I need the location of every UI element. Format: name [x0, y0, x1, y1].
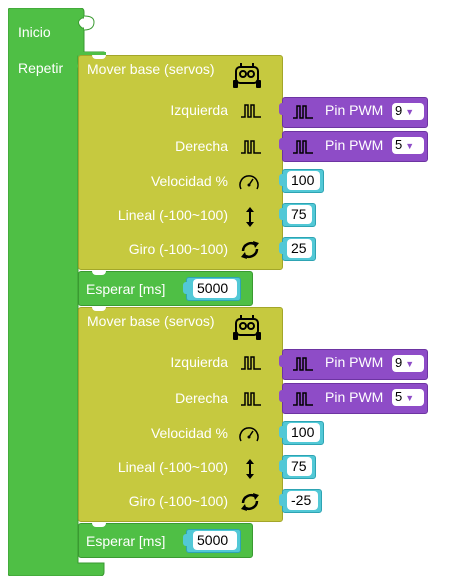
pwm-signal-icon — [240, 103, 262, 119]
pin-dropdown[interactable]: 5 ▼ — [392, 389, 424, 406]
connector-notch — [92, 307, 106, 311]
input-tab — [279, 103, 283, 115]
turn-label: Giro (-100~100) — [128, 241, 228, 257]
wait-input[interactable]: 5000 — [193, 279, 237, 298]
input-tab — [279, 138, 283, 150]
pin-pwm-label: Pin PWM — [325, 102, 384, 118]
input-tab — [279, 355, 283, 367]
speedometer-icon — [238, 172, 260, 194]
mover-base-title: Mover base (servos) — [87, 313, 215, 329]
linear-input[interactable]: 75 — [287, 457, 312, 476]
pwm-signal-icon — [240, 139, 262, 155]
speed-label: Velocidad % — [150, 425, 228, 441]
left-motor-label: Izquierda — [170, 354, 228, 370]
input-tab — [279, 390, 283, 402]
turn-label: Giro (-100~100) — [128, 493, 228, 509]
robot-icon — [232, 312, 262, 342]
pwm-signal-icon — [240, 391, 262, 407]
pin-value: 5 — [395, 389, 403, 404]
pin-value: 5 — [395, 137, 403, 152]
speedometer-icon — [238, 424, 260, 446]
pin-dropdown[interactable]: 5 ▼ — [392, 137, 424, 154]
connector-notch — [92, 55, 106, 59]
linear-label: Lineal (-100~100) — [117, 207, 228, 223]
pin-pwm-label: Pin PWM — [325, 137, 384, 153]
chevron-down-icon: ▼ — [405, 107, 415, 117]
pin-value: 9 — [395, 355, 403, 370]
mover-base-block[interactable] — [78, 307, 283, 522]
chevron-down-icon: ▼ — [405, 393, 415, 403]
pwm-signal-icon — [292, 356, 314, 372]
linear-label: Lineal (-100~100) — [117, 459, 228, 475]
pin-pwm-label: Pin PWM — [325, 354, 384, 370]
pwm-signal-icon — [292, 104, 314, 120]
right-motor-label: Derecha — [175, 390, 228, 406]
connector-notch — [92, 271, 106, 275]
speed-input[interactable]: 100 — [287, 423, 320, 442]
pwm-signal-icon — [292, 391, 314, 407]
input-tab — [279, 494, 283, 506]
vertical-arrows-icon — [244, 206, 256, 228]
connector-notch — [92, 523, 106, 527]
pin-value: 9 — [395, 103, 403, 118]
rotate-icon — [239, 491, 261, 513]
wait-input[interactable]: 5000 — [193, 531, 237, 550]
chevron-down-icon: ▼ — [405, 359, 415, 369]
pin-dropdown[interactable]: 9 ▼ — [392, 355, 424, 372]
input-tab — [279, 426, 283, 438]
pwm-signal-icon — [240, 355, 262, 371]
robot-icon — [232, 60, 262, 90]
input-tab — [183, 282, 187, 294]
rotate-icon — [239, 239, 261, 261]
pin-pwm-label: Pin PWM — [325, 389, 384, 405]
chevron-down-icon: ▼ — [405, 141, 415, 151]
pin-dropdown[interactable]: 9 ▼ — [392, 103, 424, 120]
left-motor-label: Izquierda — [170, 102, 228, 118]
input-tab — [183, 534, 187, 546]
linear-input[interactable]: 75 — [287, 205, 312, 224]
speed-label: Velocidad % — [150, 173, 228, 189]
input-tab — [279, 174, 283, 186]
mover-base-title: Mover base (servos) — [87, 61, 215, 77]
wait-label: Esperar [ms] — [86, 281, 166, 297]
turn-input[interactable]: -25 — [287, 491, 318, 510]
wait-label: Esperar [ms] — [86, 533, 166, 549]
start-label: Inicio — [18, 24, 51, 40]
input-tab — [279, 242, 283, 254]
input-tab — [279, 460, 283, 472]
loop-label: Repetir — [18, 60, 64, 76]
speed-input[interactable]: 100 — [287, 171, 320, 190]
right-motor-label: Derecha — [175, 138, 228, 154]
turn-input[interactable]: 25 — [287, 239, 312, 258]
mover-base-block[interactable] — [78, 55, 283, 270]
vertical-arrows-icon — [244, 458, 256, 480]
input-tab — [279, 208, 283, 220]
pwm-signal-icon — [292, 139, 314, 155]
